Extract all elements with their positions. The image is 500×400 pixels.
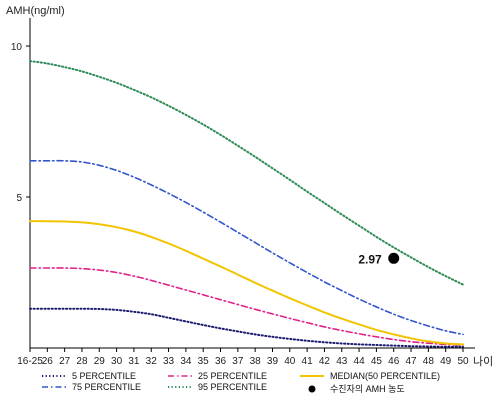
legend-swatch-patient (308, 385, 316, 393)
x-tick-label: 29 (94, 356, 106, 367)
x-tick-label: 43 (336, 356, 348, 367)
x-tick-label: 38 (250, 356, 262, 367)
x-axis-title: 나이 (473, 355, 493, 368)
x-tick-label: 26 (42, 356, 54, 367)
legend-label-5-percentile: 5 PERCENTILE (72, 371, 136, 381)
y-tick-label: 10 (11, 42, 23, 53)
series-line-95-percentile (29, 60, 464, 286)
x-tick-label: 35 (198, 356, 210, 367)
patient-point-label: 2.97 (358, 252, 382, 266)
x-tick-label: 49 (440, 356, 452, 367)
x-tick-label: 46 (388, 356, 400, 367)
x-tick-label: 34 (180, 356, 192, 367)
x-tick-label: 16-25 (17, 356, 43, 367)
patient-point-group: 2.97 (358, 252, 400, 266)
x-tick-label: 30 (111, 356, 123, 367)
legend-label-median-50-percentile: MEDIAN(50 PERCENTILE) (330, 371, 440, 381)
legend-label-75-percentile: 75 PERCENTILE (72, 382, 141, 392)
x-tick-label: 31 (128, 356, 140, 367)
x-tick-label: 33 (163, 356, 175, 367)
legend-label-25-percentile: 25 PERCENTILE (198, 371, 267, 381)
x-tick-label: 47 (405, 356, 417, 367)
x-tick-label: 28 (76, 356, 88, 367)
patient-point (388, 252, 400, 264)
x-tick-label: 36 (215, 356, 227, 367)
percentile-curves (29, 60, 464, 348)
x-tick-label: 48 (423, 356, 435, 367)
series-line-25-percentile (29, 267, 464, 346)
x-tick-label: 27 (59, 356, 71, 367)
y-tick-label: 5 (16, 193, 22, 204)
x-tick-label: 50 (457, 356, 469, 367)
x-tick-label: 37 (232, 356, 244, 367)
series-line-75-percentile (29, 159, 464, 336)
legend-label-95-percentile: 95 PERCENTILE (198, 382, 267, 392)
y-axis-title: AMH(ng/ml) (6, 5, 65, 17)
series-line-median-50-percentile (29, 220, 464, 346)
x-tick-label: 42 (319, 356, 331, 367)
x-tick-label: 44 (354, 356, 366, 367)
x-tick-label: 41 (302, 356, 314, 367)
x-tick-label: 45 (371, 356, 383, 367)
legend: 5 PERCENTILE 25 PERCENTILE MEDIAN(50 PERCE… (42, 371, 440, 394)
legend-label-patient: 수진자의 AMH 농도 (330, 384, 405, 394)
x-tick-label: 40 (284, 356, 296, 367)
x-tick-label: 32 (146, 356, 158, 367)
series-line-5-percentile (29, 307, 464, 348)
x-tick-label: 39 (267, 356, 279, 367)
